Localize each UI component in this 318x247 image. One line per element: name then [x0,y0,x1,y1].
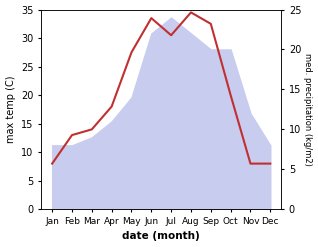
Y-axis label: max temp (C): max temp (C) [5,76,16,143]
Y-axis label: med. precipitation (kg/m2): med. precipitation (kg/m2) [303,53,313,166]
X-axis label: date (month): date (month) [122,231,200,242]
